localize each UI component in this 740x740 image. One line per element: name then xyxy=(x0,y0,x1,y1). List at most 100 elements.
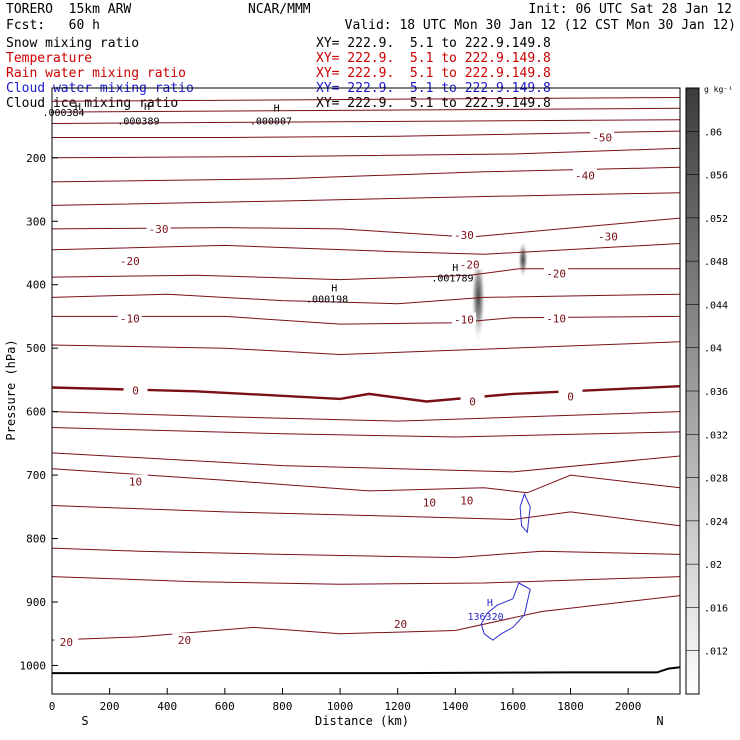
colorbar-tick-label: .024 xyxy=(704,517,728,528)
isotherm-line xyxy=(51,411,681,422)
contour-label: -30 xyxy=(149,223,169,236)
cloud-water-layer xyxy=(480,492,531,641)
y-tick-label: 300 xyxy=(26,215,46,228)
colorbar-tick-label: .028 xyxy=(704,474,728,485)
contour-label: -30 xyxy=(598,230,618,243)
x-tick-label: 600 xyxy=(215,700,235,713)
contour-label-bg xyxy=(457,257,482,270)
valid-time: Valid: 18 UTC Mon 30 Jan 12 (12 CST Mon … xyxy=(344,18,736,33)
isotherm-line xyxy=(51,147,681,159)
colorbar-unit: g kg⁻¹ xyxy=(704,85,733,94)
snow-shading-layer xyxy=(471,240,529,344)
contour-label: -10 xyxy=(454,314,474,327)
ground-layer xyxy=(52,666,681,675)
isotherm-line xyxy=(51,576,681,585)
isotherm-line xyxy=(51,243,681,255)
colorbar-tick-label: .016 xyxy=(704,603,728,614)
contour-label-layer: -50 -40 -30 -30 -30 -20 -20 -20 -10 -10 -10 0 0 0 10 10… xyxy=(54,130,620,649)
contour-label: -50 xyxy=(592,131,612,144)
extremum-label: .000198 xyxy=(306,295,348,306)
field-name: Rain water mixing ratio xyxy=(6,66,187,81)
field-name: Temperature xyxy=(6,51,93,66)
isotherm-line xyxy=(51,385,681,403)
contour-label: -10 xyxy=(120,312,140,325)
contour-label-bg xyxy=(388,617,413,630)
colorbar-tick-label: .056 xyxy=(704,171,728,182)
north-label: N xyxy=(656,714,663,728)
colorbar-tick-label: .036 xyxy=(704,387,728,398)
contour-label-bg xyxy=(572,168,597,181)
contour-label-bg xyxy=(123,474,148,487)
y-tick-label: 900 xyxy=(26,596,46,609)
center-name: NCAR/MMM xyxy=(248,2,311,17)
extremum-label: H xyxy=(144,102,150,113)
colorbar-tick-label: .032 xyxy=(704,430,728,441)
contour-label-bg xyxy=(172,633,197,646)
extremum-label: H xyxy=(487,598,493,609)
field-xy-spec: XY= 222.9. 5.1 to 222.9.149.8 xyxy=(316,66,551,81)
isotherm-line xyxy=(52,130,681,138)
contour-label-bg xyxy=(454,493,479,506)
colorbar-tick-label: .044 xyxy=(704,300,728,311)
extremum-label: 136320 xyxy=(467,612,503,623)
x-tick-label: 1000 xyxy=(327,700,354,713)
field-name: Snow mixing ratio xyxy=(6,36,140,51)
contour-label: -10 xyxy=(546,312,566,325)
contour-label: 0 xyxy=(469,395,476,408)
field-xy-spec: XY= 222.9. 5.1 to 222.9.149.8 xyxy=(316,36,551,51)
contour-label: 0 xyxy=(567,390,574,403)
isotherm-line xyxy=(51,505,681,527)
contour-label-bg xyxy=(460,394,485,407)
contour-label-bg xyxy=(117,311,142,324)
cloud-water-contour xyxy=(480,582,531,641)
colorbar-tick-label: .02 xyxy=(704,560,722,571)
x-tick-label: 2000 xyxy=(615,700,642,713)
extremum-label: .000007 xyxy=(250,116,292,127)
y-tick-label: 800 xyxy=(26,533,46,546)
x-tick-label: 1400 xyxy=(442,700,469,713)
y-tick-label: 600 xyxy=(26,406,46,419)
contour-label-bg xyxy=(544,266,569,279)
extremum-label: H xyxy=(75,102,81,113)
contour-label: -30 xyxy=(454,229,474,242)
colorbar-ticks: .06 .056 .052 .048 .044 .04 .036 .032 .028 .024 .0… xyxy=(686,127,728,658)
contour-label: 10 xyxy=(460,494,473,507)
contour-label: 10 xyxy=(129,475,142,488)
contour-label-bg xyxy=(123,383,148,396)
y-tick-label: 500 xyxy=(26,342,46,355)
plot-frame xyxy=(51,87,681,695)
x-tick-label: 200 xyxy=(100,700,120,713)
isotherm-line xyxy=(51,595,681,641)
contour-label: 0 xyxy=(132,385,139,398)
init-time: Init: 06 UTC Sat 28 Jan 12 xyxy=(528,2,733,17)
y-tick-label: 700 xyxy=(26,469,46,482)
extremum-label: H xyxy=(274,104,280,115)
isotherm-line xyxy=(51,547,681,559)
isotherm-line xyxy=(51,107,681,113)
field-name: Cloud ice mixing ratio xyxy=(6,96,179,111)
snow-shade-blob xyxy=(517,240,529,279)
contour-label-bg xyxy=(117,254,142,267)
isotherm-line xyxy=(51,293,681,305)
contour-label-bg xyxy=(544,311,569,324)
forecast-hour: Fcst: 60 h xyxy=(6,18,100,33)
extremum-label: H xyxy=(331,283,337,294)
colorbar-tick-label: .012 xyxy=(704,647,728,658)
colorbar-tick-label: .052 xyxy=(704,214,728,225)
colorbar-tick-label: .048 xyxy=(704,257,728,268)
contour-label-bg xyxy=(590,130,615,143)
contour-label: 20 xyxy=(394,618,407,631)
x-axis-label: Distance (km) xyxy=(315,714,409,728)
isotherm-line xyxy=(51,341,681,356)
x-tick-label: 1800 xyxy=(557,700,584,713)
field-xy-spec: XY= 222.9. 5.1 to 222.9.149.8 xyxy=(316,51,551,66)
contour-label: 10 xyxy=(423,496,436,509)
colorbar-tick-label: .06 xyxy=(704,127,722,138)
isotherm-line xyxy=(51,468,681,494)
contour-label: -20 xyxy=(460,258,480,271)
contour-label: -20 xyxy=(120,255,140,268)
x-tick-label: 800 xyxy=(273,700,293,713)
contour-label-bg xyxy=(417,495,442,508)
extremum-label: .000384 xyxy=(42,108,84,119)
